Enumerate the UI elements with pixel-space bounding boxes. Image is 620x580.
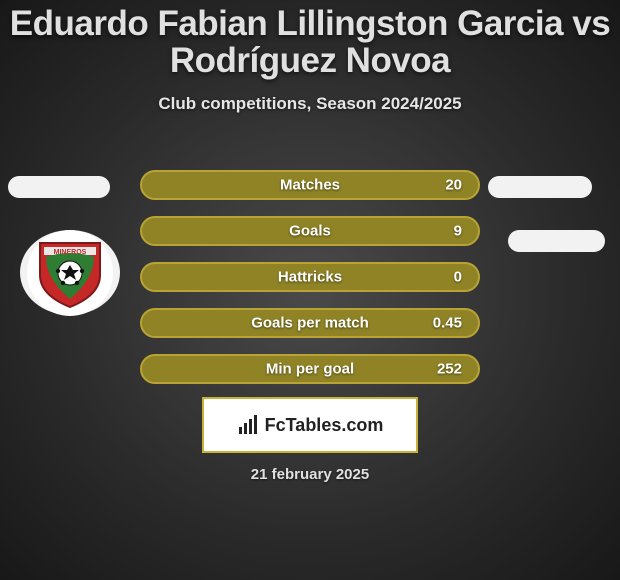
stat-row-min-per-goal: Min per goal 252: [140, 354, 480, 384]
stats-area: Matches 20 Goals 9 Hattricks 0 Goals per…: [0, 170, 620, 400]
stat-value: 20: [445, 177, 462, 194]
stat-value: 9: [454, 223, 462, 240]
stat-label: Matches: [142, 177, 478, 194]
stat-label: Goals: [142, 223, 478, 240]
stat-value: 0: [454, 269, 462, 286]
fctables-text: FcTables.com: [265, 415, 384, 436]
bar-chart-icon: [237, 414, 259, 436]
stat-row-hattricks: Hattricks 0: [140, 262, 480, 292]
fctables-watermark[interactable]: FcTables.com: [202, 397, 418, 453]
title-line-2: Rodríguez Novoa: [170, 41, 450, 80]
stat-value: 0.45: [433, 315, 462, 332]
stat-label: Hattricks: [142, 269, 478, 286]
stat-value: 252: [437, 361, 462, 378]
date-text: 21 february 2025: [0, 466, 620, 483]
stat-label: Goals per match: [142, 315, 478, 332]
stat-row-goals-per-match: Goals per match 0.45: [140, 308, 480, 338]
subtitle: Club competitions, Season 2024/2025: [0, 94, 620, 114]
page-title: Eduardo Fabian Lillingston Garcia vs Rod…: [0, 0, 620, 80]
stat-label: Min per goal: [142, 361, 478, 378]
stat-row-matches: Matches 20: [140, 170, 480, 200]
stat-row-goals: Goals 9: [140, 216, 480, 246]
title-line-1: Eduardo Fabian Lillingston Garcia vs: [10, 4, 610, 43]
comparison-card: Eduardo Fabian Lillingston Garcia vs Rod…: [0, 0, 620, 580]
